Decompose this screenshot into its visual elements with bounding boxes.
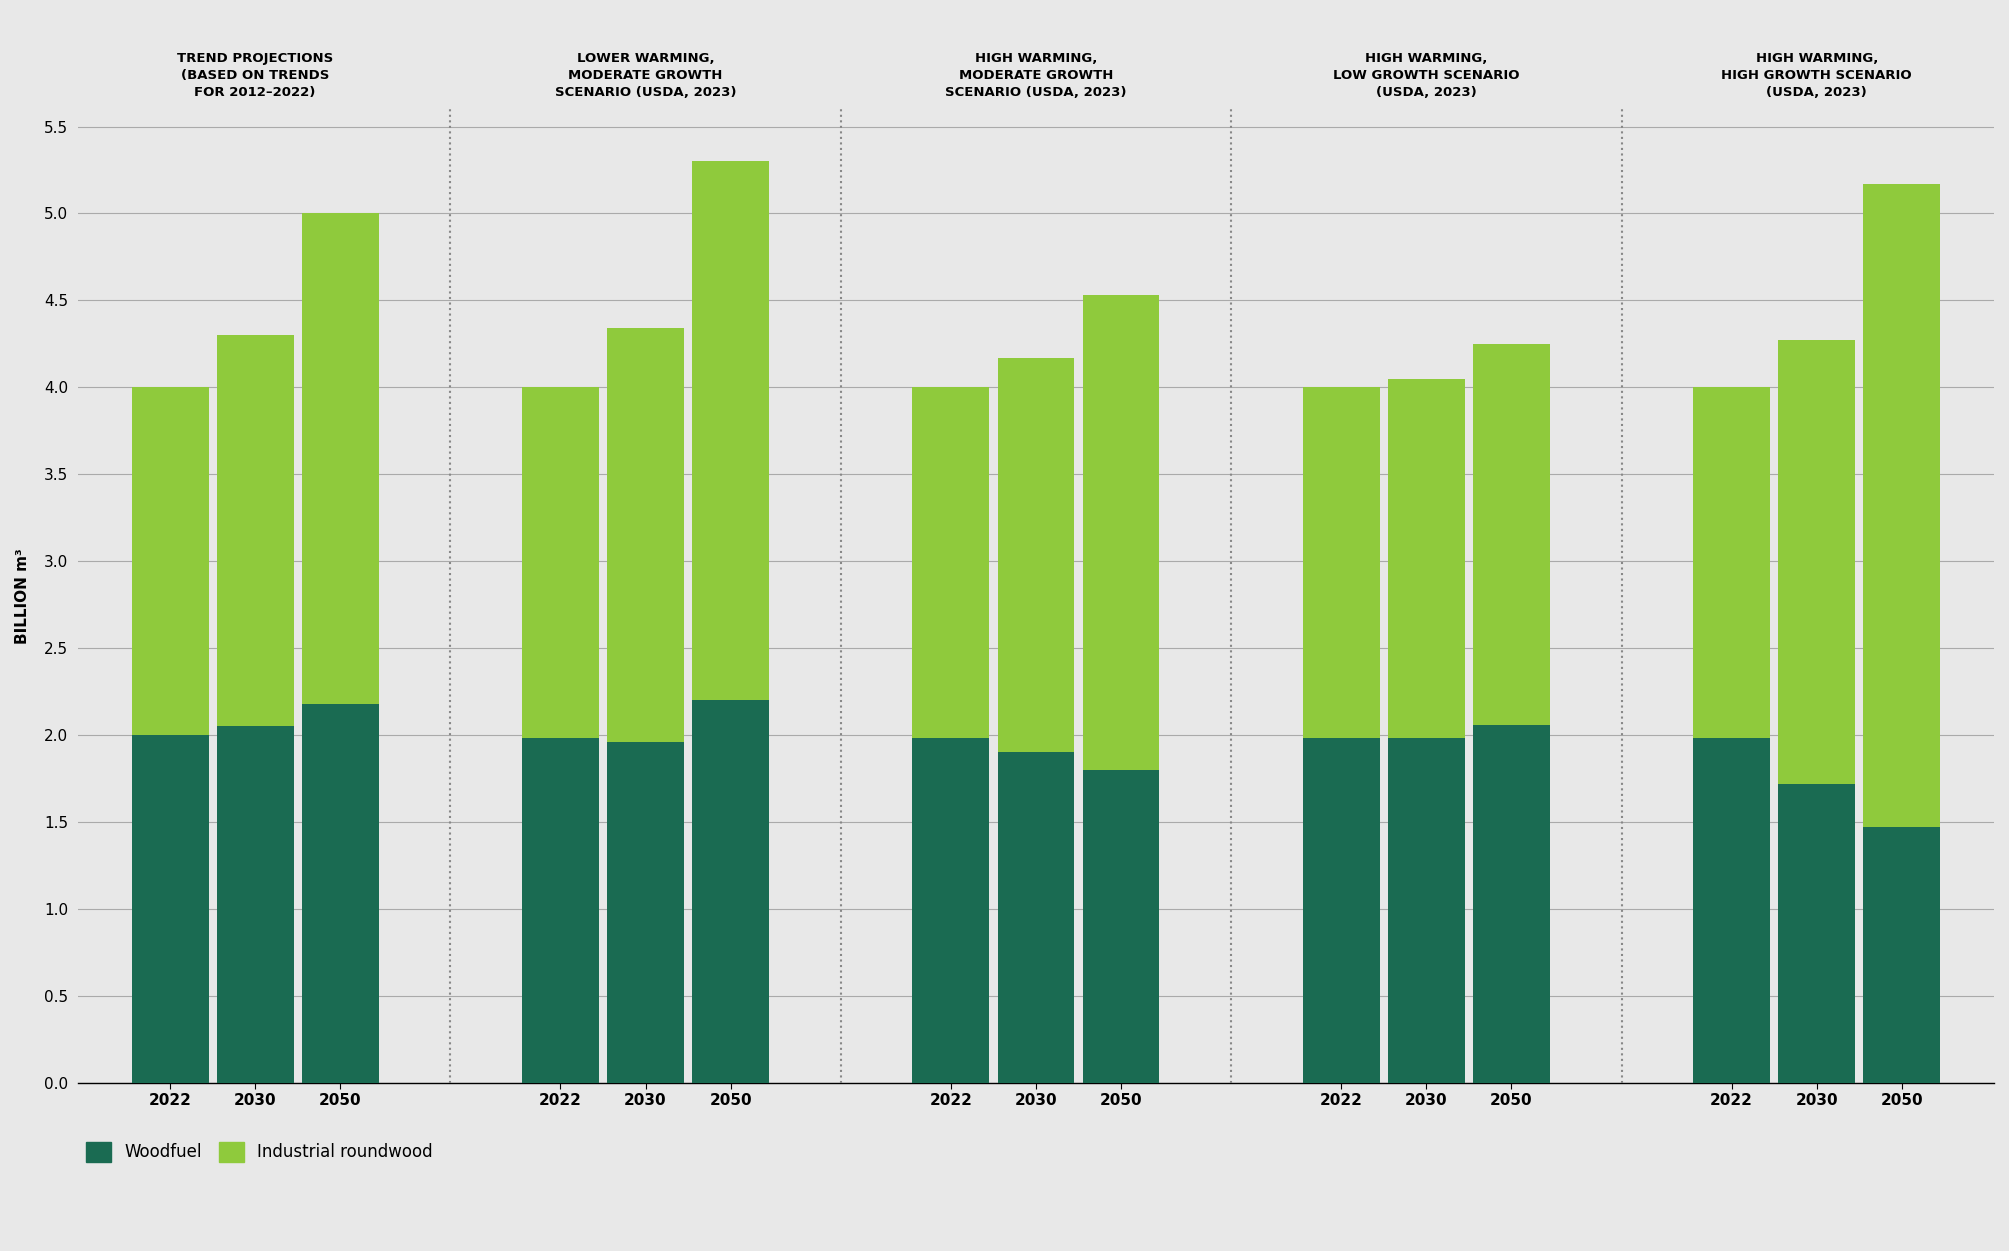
Bar <box>301 214 378 703</box>
Bar <box>522 738 599 1082</box>
Text: HIGH WARMING,
MODERATE GROWTH
SCENARIO (USDA, 2023): HIGH WARMING, MODERATE GROWTH SCENARIO (… <box>944 53 1127 99</box>
Bar <box>522 388 599 738</box>
Bar <box>133 734 209 1082</box>
Bar <box>133 388 209 734</box>
Bar <box>1304 738 1380 1082</box>
Text: LOWER WARMING,
MODERATE GROWTH
SCENARIO (USDA, 2023): LOWER WARMING, MODERATE GROWTH SCENARIO … <box>554 53 735 99</box>
Text: HIGH WARMING,
HIGH GROWTH SCENARIO
(USDA, 2023): HIGH WARMING, HIGH GROWTH SCENARIO (USDA… <box>1722 53 1913 99</box>
Bar <box>1388 738 1465 1082</box>
Bar <box>998 358 1075 752</box>
Bar <box>1473 344 1549 724</box>
Bar <box>1083 769 1159 1082</box>
Bar <box>217 727 293 1082</box>
Bar <box>1083 295 1159 769</box>
Bar <box>912 388 988 738</box>
Bar <box>1473 724 1549 1082</box>
Bar <box>217 335 293 727</box>
Text: HIGH WARMING,
LOW GROWTH SCENARIO
(USDA, 2023): HIGH WARMING, LOW GROWTH SCENARIO (USDA,… <box>1334 53 1519 99</box>
Bar <box>607 742 683 1082</box>
Bar <box>1864 827 1941 1082</box>
Bar <box>301 703 378 1082</box>
Bar <box>693 161 769 701</box>
Bar <box>607 328 683 742</box>
Text: TREND PROJECTIONS
(BASED ON TRENDS
FOR 2012–2022): TREND PROJECTIONS (BASED ON TRENDS FOR 2… <box>177 53 333 99</box>
Bar <box>1388 379 1465 738</box>
Bar <box>693 701 769 1082</box>
Bar <box>1304 388 1380 738</box>
Bar <box>1864 184 1941 827</box>
Bar <box>912 738 988 1082</box>
Bar <box>1694 738 1770 1082</box>
Bar <box>1778 783 1854 1082</box>
Bar <box>1694 388 1770 738</box>
Bar <box>1778 340 1854 783</box>
Bar <box>998 752 1075 1082</box>
Legend: Woodfuel, Industrial roundwood: Woodfuel, Industrial roundwood <box>86 1141 432 1162</box>
Y-axis label: BILLION m³: BILLION m³ <box>14 548 30 644</box>
